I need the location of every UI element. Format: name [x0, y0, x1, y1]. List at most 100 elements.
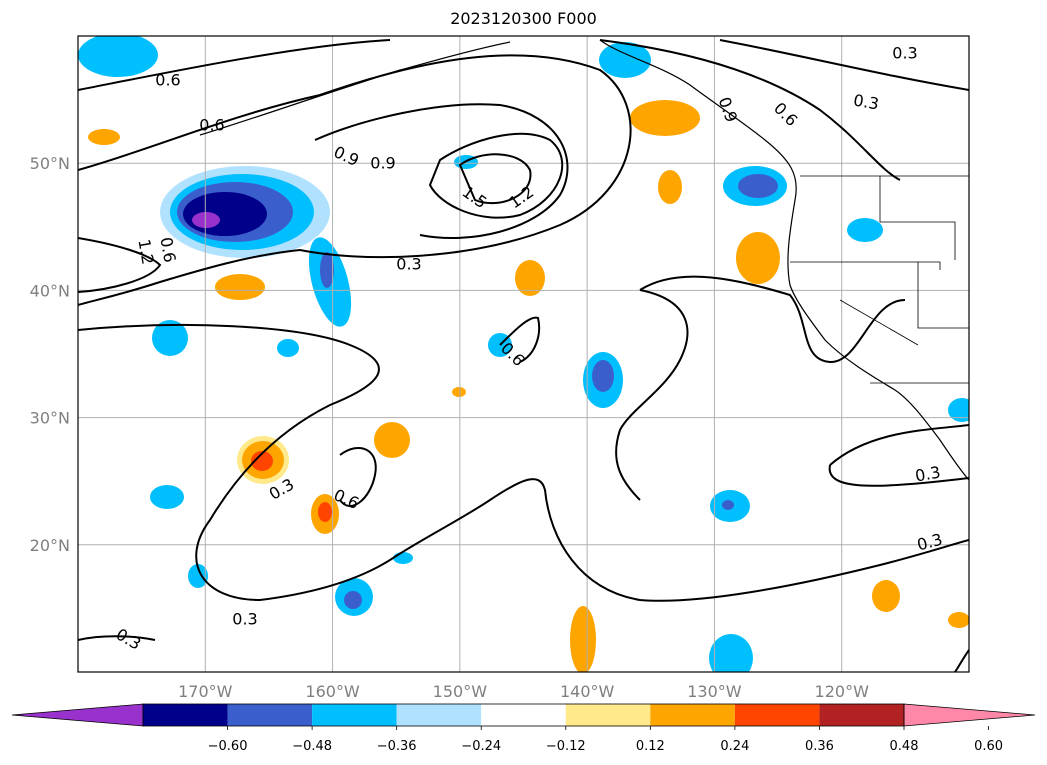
colorbar-segment: [396, 704, 482, 726]
map-plot-area: [78, 36, 969, 672]
colorbar-segment: [819, 704, 904, 726]
contour-lines: [78, 39, 969, 672]
neg-anomaly-region: [709, 634, 753, 672]
contour-label: 0.3: [396, 255, 421, 274]
contour-line: [428, 132, 564, 219]
coastlines: [199, 39, 969, 481]
contour-line: [78, 635, 156, 641]
neg-anomaly-region: [344, 591, 362, 609]
neg-anomaly-region: [150, 485, 184, 509]
pos-anomaly-region: [374, 422, 410, 458]
neg-anomaly-region: [722, 500, 734, 510]
colorbar: −0.60 −0.48 −0.36 −0.24 −0.12 0.12 0.24 0.36 0.4…: [11, 703, 1036, 754]
contour-label: 0.3: [914, 462, 942, 485]
colorbar-segment: [481, 704, 566, 726]
lon-tick-label: 140°W: [560, 682, 615, 701]
contour-line: [78, 237, 162, 293]
colorbar-segment: [312, 704, 397, 726]
pos-anomaly-region: [872, 580, 900, 612]
contour-label: 0.3: [232, 610, 257, 629]
neg-anomaly-region: [78, 36, 158, 77]
colorbar-tick-label: −0.60: [208, 739, 248, 754]
aleutian-islands: [199, 41, 511, 136]
pos-anomaly-region: [318, 502, 332, 522]
latitude-labels: 20°N 30°N 40°N 50°N: [30, 154, 70, 555]
contour-line: [499, 316, 540, 363]
contour-line: [719, 39, 969, 91]
colorbar-tick-label: 0.60: [974, 739, 1003, 754]
colorbar-tick-label: 0.36: [805, 739, 834, 754]
contour-line: [78, 249, 301, 306]
lat-tick-label: 20°N: [30, 536, 70, 555]
neg-anomaly-region: [188, 564, 208, 588]
north-america-coast: [599, 39, 969, 481]
neg-anomaly-region: [183, 192, 267, 236]
lon-tick-label: 130°W: [687, 682, 742, 701]
pos-anomaly-region: [736, 232, 780, 284]
contour-label: 0.6: [156, 236, 179, 264]
neg-anomaly-region: [738, 174, 778, 198]
contour-label: 0.6: [155, 71, 180, 90]
contour-line: [314, 103, 569, 239]
state-border: [917, 262, 969, 329]
state-border: [790, 261, 941, 270]
pos-anomaly-region: [630, 100, 700, 136]
contour-label: 1.2: [134, 238, 157, 266]
neg-anomaly-region: [393, 552, 413, 564]
pos-anomaly-region: [215, 274, 265, 300]
pos-anomaly-region: [88, 129, 120, 145]
state-border: [839, 299, 919, 346]
borders: [790, 175, 969, 384]
contour-line: [339, 446, 377, 507]
state-border: [879, 176, 956, 260]
colorbar-tick-label: −0.24: [461, 739, 501, 754]
colorbar-extend-high: [903, 703, 1036, 727]
map-title: 2023120300 F000: [450, 9, 597, 28]
colorbar-tick-label: −0.12: [546, 739, 586, 754]
colorbar-tick-label: 0.48: [890, 739, 919, 754]
colorbar-tick-label: −0.48: [292, 739, 332, 754]
neg-anomaly-region: [152, 320, 188, 356]
contour-line: [78, 54, 632, 259]
contour-line: [458, 153, 532, 205]
neg-anomaly-region: [592, 360, 614, 392]
contour-label: 0.3: [892, 44, 917, 63]
colorbar-segment: [734, 704, 820, 726]
pos-anomaly-region: [658, 170, 682, 204]
contour-label: 0.9: [370, 154, 395, 173]
contour-line: [829, 424, 969, 466]
lat-tick-label: 30°N: [30, 409, 70, 428]
contour-line: [78, 39, 391, 91]
contour-line: [828, 464, 969, 487]
pos-anomaly-region: [452, 387, 466, 397]
map-frame: [77, 35, 970, 673]
colorbar-segment: [143, 704, 228, 726]
lon-tick-label: 170°W: [178, 682, 233, 701]
shaded-field: [78, 36, 969, 672]
contour-line: [78, 324, 969, 602]
neg-anomaly-region: [948, 398, 969, 422]
contour-line: [639, 275, 906, 364]
colorbar-frame: [142, 703, 905, 727]
colorbar-segment: [565, 704, 651, 726]
colorbar-segment: [650, 704, 735, 726]
contour-line: [599, 39, 901, 181]
neg-anomaly-region: [599, 42, 651, 78]
pos-anomaly-region: [251, 451, 273, 471]
lon-tick-label: 160°W: [305, 682, 360, 701]
contour-label: 0.3: [852, 90, 880, 113]
contour-line: [954, 649, 969, 672]
pos-anomaly-region: [570, 606, 596, 672]
colorbar-tick-label: 0.24: [720, 739, 749, 754]
lon-tick-label: 150°W: [433, 682, 488, 701]
contour-line: [615, 289, 689, 501]
neg-anomaly-region: [192, 212, 220, 228]
neg-anomaly-region: [847, 218, 883, 242]
colorbar-extend-low: [11, 703, 144, 727]
lat-tick-label: 50°N: [30, 154, 70, 173]
colorbar-segment: [227, 704, 313, 726]
pos-anomaly-region: [515, 260, 545, 296]
longitude-labels: 170°W 160°W 150°W 140°W 130°W 120°W: [178, 682, 869, 701]
contour-label: 0.6: [199, 116, 224, 135]
